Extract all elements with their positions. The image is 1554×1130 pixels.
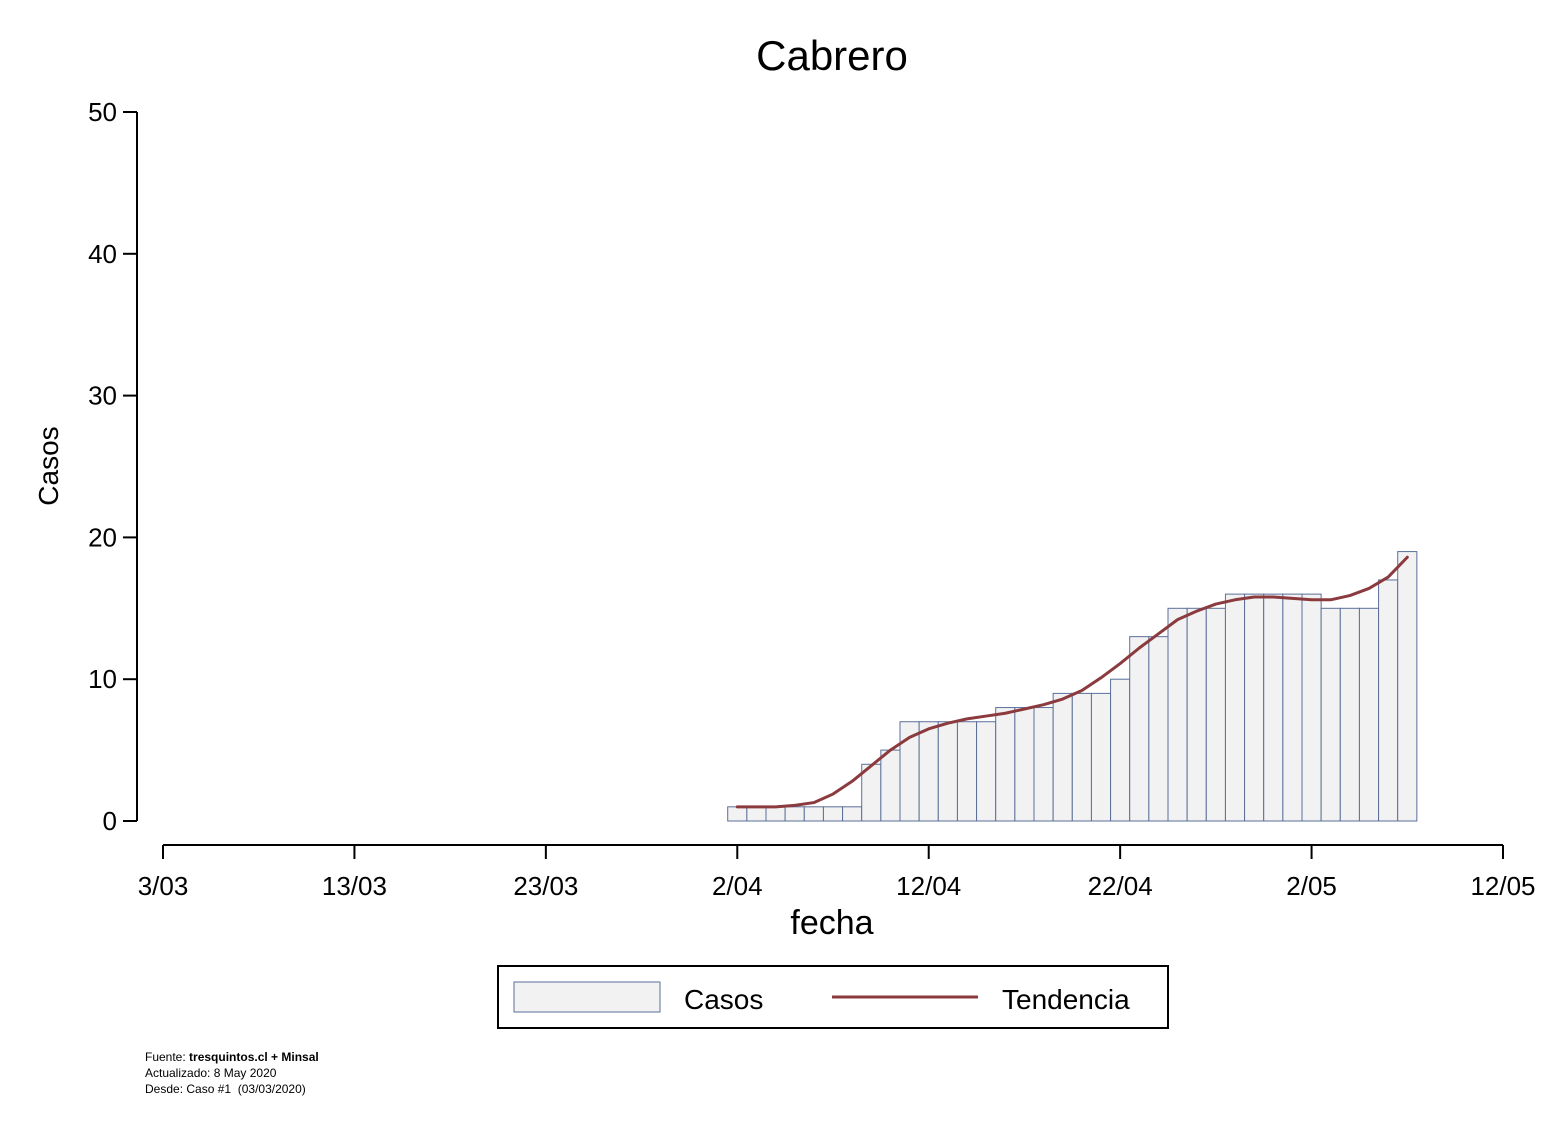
bar-2020-04-22: [1110, 678, 1131, 822]
source-note: Fuente: tresquintos.cl + Minsal: [145, 1050, 319, 1064]
bar-2020-05-06: [1378, 579, 1399, 822]
chart-title: Cabrero: [756, 32, 908, 79]
bar-2020-04-20: [1071, 692, 1092, 822]
source-name: tresquintos.cl + Minsal: [189, 1050, 319, 1064]
trend-line: [735, 555, 1409, 809]
bar-2020-04-16: [995, 707, 1016, 822]
y-tick-label-20: 20: [88, 522, 117, 552]
trend-series-tendencia: [735, 555, 1409, 809]
bar-2020-05-05: [1358, 607, 1380, 822]
bar-2020-04-14: [956, 721, 978, 822]
legend-swatch-casos: [513, 981, 661, 1013]
bar-2020-04-15: [976, 721, 997, 822]
x-tick-label-0: 3/03: [138, 871, 189, 901]
bar-2020-05-02: [1301, 593, 1322, 822]
y-tick-label-50: 50: [88, 97, 117, 127]
x-tick-label-3: 2/04: [712, 871, 763, 901]
x-axis-title: fecha: [790, 904, 873, 942]
bar-2020-04-08: [842, 806, 863, 822]
bar-2020-04-30: [1263, 593, 1284, 822]
legend-label-tendencia: Tendencia: [1002, 984, 1130, 1015]
x-tick-label-6: 2/05: [1286, 871, 1337, 901]
bar-2020-04-23: [1129, 636, 1150, 822]
bar-2020-05-04: [1339, 607, 1360, 822]
bar-2020-04-26: [1186, 607, 1207, 822]
bar-2020-04-28: [1224, 593, 1246, 822]
bar-2020-04-04: [765, 806, 786, 822]
x-tick-label-7: 12/05: [1470, 871, 1535, 901]
y-tick-label-0: 0: [103, 806, 117, 836]
bar-2020-04-19: [1052, 692, 1073, 822]
y-tick-label-10: 10: [88, 664, 117, 694]
bar-2020-05-07: [1397, 551, 1418, 822]
x-axis: 3/03 13/03 23/03 2/04 12/04 22/04 2/05 12/05: [138, 844, 1536, 901]
bar-2020-04-12: [918, 721, 939, 822]
bar-2020-04-03: [746, 806, 767, 822]
y-axis-title: Casos: [33, 426, 64, 505]
bars-series-casos: [727, 551, 1418, 822]
bar-2020-05-01: [1282, 593, 1303, 822]
bar-2020-04-25: [1167, 607, 1188, 822]
y-tick-label-40: 40: [88, 239, 117, 269]
bar-2020-04-02: [727, 806, 748, 822]
legend-label-casos: Casos: [684, 984, 763, 1015]
bar-2020-04-17: [1014, 707, 1035, 822]
bar-2020-04-18: [1033, 707, 1054, 822]
y-tick-label-30: 30: [88, 381, 117, 411]
x-tick-label-4: 12/04: [896, 871, 961, 901]
bar-2020-04-07: [822, 806, 844, 822]
bar-2020-04-05: [784, 806, 805, 822]
x-tick-label-1: 13/03: [322, 871, 387, 901]
y-axis: 0 10 20 30 40 50: [88, 97, 138, 836]
x-tick-label-2: 23/03: [513, 871, 578, 901]
bar-2020-05-03: [1320, 607, 1341, 822]
bar-2020-04-10: [880, 749, 901, 822]
bar-2020-04-24: [1148, 636, 1169, 822]
bar-2020-04-29: [1244, 593, 1265, 822]
since-note: Desde: Caso #1 (03/03/2020): [145, 1082, 306, 1096]
bar-2020-04-27: [1205, 607, 1226, 822]
legend: Casos Tendencia: [497, 965, 1169, 1029]
x-tick-label-5: 22/04: [1088, 871, 1153, 901]
bar-2020-04-13: [937, 721, 958, 822]
updated-note: Actualizado: 8 May 2020: [145, 1066, 277, 1080]
bar-2020-04-06: [803, 806, 824, 822]
bar-2020-04-21: [1090, 692, 1112, 822]
